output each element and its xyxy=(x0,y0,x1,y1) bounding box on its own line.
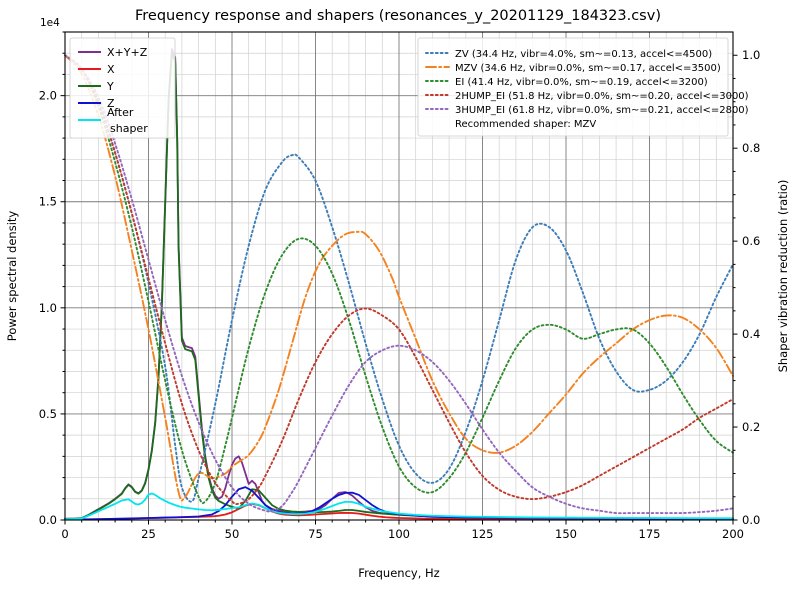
shaper-curve-2hump_ei xyxy=(64,54,734,506)
y-axis-offset-label: 1e4 xyxy=(40,17,60,29)
psd-series-group xyxy=(64,48,734,521)
legend-label[interactable]: Y xyxy=(106,80,114,93)
y2-tick-label: 0.0 xyxy=(742,513,760,527)
x-tick-label: 200 xyxy=(722,527,744,541)
shaper-curve-ei xyxy=(64,54,734,505)
legend-label-cont: shaper xyxy=(110,122,148,135)
shaper-curve-mzv xyxy=(64,54,734,502)
legend-label[interactable]: X+Y+Z xyxy=(107,46,148,59)
recommended-shaper-note: Recommended shaper: MZV xyxy=(455,119,596,130)
y-tick-label: 2.0 xyxy=(39,89,57,103)
y-tick-label: 1.0 xyxy=(39,301,57,315)
x-tick-label: 50 xyxy=(225,527,240,541)
shaper-legend-label-3hump_ei[interactable]: 3HUMP_EI (61.8 Hz, vibr=0.0%, sm~=0.21, … xyxy=(455,105,749,116)
legend-label[interactable]: Z xyxy=(107,97,115,110)
x-tick-label: 125 xyxy=(472,527,494,541)
x-tick-label: 100 xyxy=(388,527,410,541)
shaper-legend[interactable]: ZV (34.4 Hz, vibr=4.0%, sm~=0.13, accel<… xyxy=(417,37,749,137)
y2-tick-label: 0.8 xyxy=(742,141,760,155)
x-tick-label: 150 xyxy=(555,527,577,541)
y-axis-label: Power spectral density xyxy=(5,211,19,342)
shaper-curve-3hump_ei xyxy=(64,54,734,515)
y2-tick-label: 1.0 xyxy=(742,48,760,62)
y-tick-label: 0.5 xyxy=(39,407,57,421)
y-axis-ticks: 0.0 0.5 1.0 1.5 2.0 xyxy=(39,31,65,527)
psd-curve-y xyxy=(64,52,734,520)
x-tick-label: 0 xyxy=(61,527,68,541)
x-tick-label: 25 xyxy=(141,527,156,541)
y2-tick-label: 0.6 xyxy=(742,234,760,248)
x-axis-label: Frequency, Hz xyxy=(358,566,439,580)
y2-tick-label: 0.2 xyxy=(742,420,760,434)
shaper-legend-box xyxy=(417,37,729,137)
psd-legend-box xyxy=(69,37,176,139)
y2-axis-ticks: 0.0 0.2 0.4 0.6 0.8 1.0 xyxy=(733,48,760,527)
psd-curve-aftershaper xyxy=(64,492,734,521)
shaper-legend-label-ei[interactable]: EI (41.4 Hz, vibr=0.0%, sm~=0.19, accel<… xyxy=(455,77,708,88)
x-tick-label: 175 xyxy=(639,527,661,541)
shaper-legend-label-mzv[interactable]: MZV (34.6 Hz, vibr=0.0%, sm~=0.17, accel… xyxy=(455,63,721,74)
shaper-series-group xyxy=(64,54,734,515)
y-tick-label: 1.5 xyxy=(39,195,57,209)
x-tick-label: 75 xyxy=(308,527,323,541)
legend-label[interactable]: X xyxy=(107,63,115,76)
chart-title: Frequency response and shapers (resonanc… xyxy=(135,8,661,24)
shaper-legend-label-zv[interactable]: ZV (34.4 Hz, vibr=4.0%, sm~=0.13, accel<… xyxy=(455,49,712,60)
y-tick-label: 0.0 xyxy=(39,513,57,527)
shaper-curve-zv xyxy=(64,54,734,503)
x-axis-ticks: 0 25 50 75 100 125 150 175 200 xyxy=(61,520,744,541)
y2-axis-label: Shaper vibration reduction (ratio) xyxy=(776,180,790,373)
y2-tick-label: 0.4 xyxy=(742,327,760,341)
legend-label[interactable]: After xyxy=(107,106,134,119)
shaper-legend-label-2hump_ei[interactable]: 2HUMP_EI (51.8 Hz, vibr=0.0%, sm~=0.20, … xyxy=(455,91,749,102)
